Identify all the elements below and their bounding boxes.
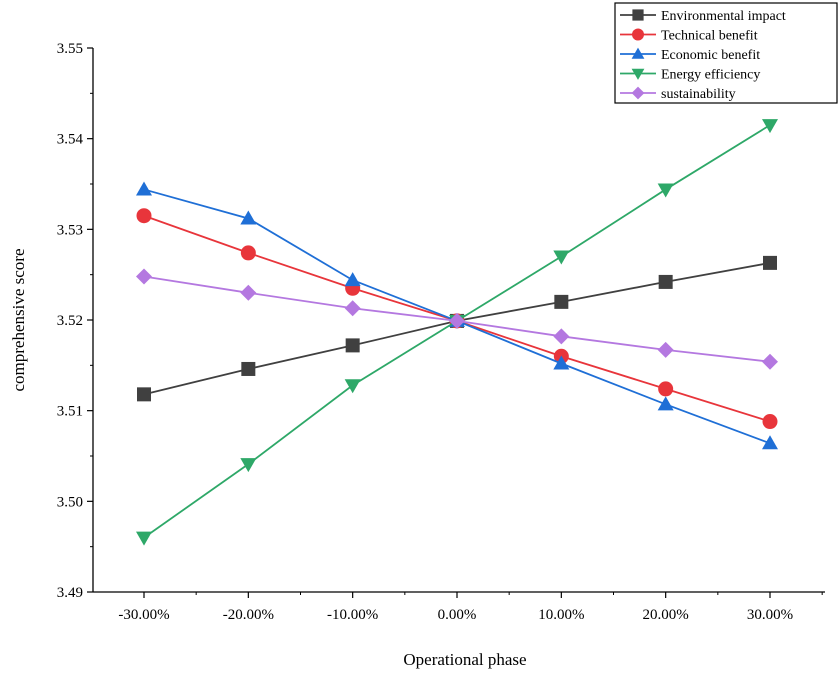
series-0-point	[241, 362, 255, 376]
legend-label: Economic benefit	[661, 48, 760, 63]
series-0-point	[554, 295, 568, 309]
series-3-point	[240, 458, 256, 472]
legend-marker	[632, 29, 644, 41]
x-tick-label: 0.00%	[438, 607, 477, 623]
series-4-point	[762, 354, 778, 370]
series-2-point	[658, 396, 674, 410]
series-3-point	[762, 119, 778, 133]
series-4-point	[345, 300, 361, 316]
series-2-point	[345, 272, 361, 286]
series-0-point	[346, 338, 360, 352]
x-tick-label: 30.00%	[747, 607, 793, 623]
series-4-point	[553, 328, 569, 344]
series-line-3	[144, 125, 770, 538]
y-tick-label: 3.51	[57, 404, 83, 420]
y-tick-label: 3.52	[57, 313, 83, 329]
legend-label: Environmental impact	[661, 9, 786, 24]
legend-marker	[632, 9, 643, 20]
series-0-point	[763, 256, 777, 270]
y-tick-label: 3.53	[57, 222, 83, 238]
x-tick-label: -20.00%	[223, 607, 274, 623]
x-tick-label: -30.00%	[118, 607, 169, 623]
y-tick-label: 3.50	[57, 494, 83, 510]
series-1-point	[137, 208, 152, 223]
series-4-point	[136, 268, 152, 284]
x-tick-label: 10.00%	[538, 607, 584, 623]
series-3-point	[136, 532, 152, 546]
series-0-point	[137, 387, 151, 401]
y-tick-label: 3.55	[57, 41, 83, 57]
x-tick-label: 20.00%	[643, 607, 689, 623]
x-axis-title: Operational phase	[403, 650, 526, 669]
series-4-point	[240, 285, 256, 301]
series-3-point	[553, 251, 569, 265]
series-1-point	[763, 414, 778, 429]
y-tick-label: 3.49	[57, 585, 83, 601]
series-3-point	[658, 183, 674, 197]
legend-label: sustainability	[661, 87, 736, 102]
series-1-point	[658, 381, 673, 396]
x-tick-label: -10.00%	[327, 607, 378, 623]
series-0-point	[659, 275, 673, 289]
legend-label: Technical benefit	[661, 29, 758, 44]
series-3-point	[345, 379, 361, 393]
series-2-point	[762, 435, 778, 449]
series-2-point	[136, 181, 152, 195]
series-4-point	[658, 342, 674, 358]
series-1-point	[241, 245, 256, 260]
y-axis-title: comprehensive score	[9, 248, 28, 391]
legend-label: Energy efficiency	[661, 68, 760, 83]
y-tick-label: 3.54	[57, 132, 84, 148]
